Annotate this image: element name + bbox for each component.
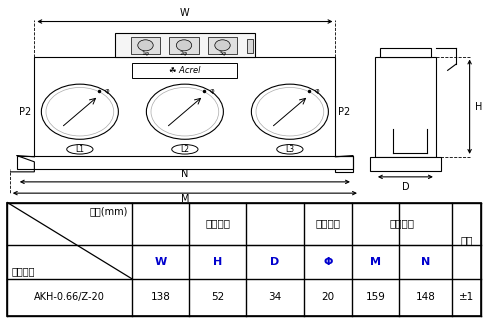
Bar (375, 57, 436, 157)
Circle shape (176, 40, 192, 51)
Circle shape (46, 87, 114, 136)
Circle shape (41, 84, 118, 139)
Circle shape (256, 87, 324, 136)
Ellipse shape (67, 145, 93, 154)
Text: 穿孔尺寸: 穿孔尺寸 (315, 219, 340, 228)
Circle shape (215, 40, 230, 51)
Text: N: N (181, 169, 188, 179)
Text: 外形尺寸: 外形尺寸 (205, 219, 230, 228)
Text: 34: 34 (269, 292, 282, 302)
Bar (208, 37, 238, 54)
Text: φ: φ (315, 88, 320, 94)
Bar (35, 57, 335, 157)
Circle shape (251, 84, 328, 139)
Text: W: W (180, 8, 190, 18)
Circle shape (151, 87, 219, 136)
Text: D: D (271, 257, 280, 267)
Text: 公差: 公差 (460, 236, 473, 246)
Text: P2: P2 (20, 107, 32, 117)
Text: M: M (370, 257, 381, 267)
Circle shape (138, 40, 153, 51)
Text: H: H (475, 102, 482, 112)
Text: M: M (180, 194, 189, 204)
Text: 尺寸(mm): 尺寸(mm) (89, 206, 128, 216)
Text: L3: L3 (285, 145, 294, 154)
Text: φ: φ (210, 88, 215, 94)
Text: H: H (213, 257, 222, 267)
Text: L2: L2 (180, 145, 189, 154)
Bar (247, 39, 253, 53)
Text: 52: 52 (211, 292, 224, 302)
Text: φ: φ (105, 88, 110, 94)
Bar (380, 48, 431, 57)
Text: 3φ: 3φ (218, 51, 227, 56)
Text: 2φ: 2φ (180, 51, 188, 56)
Text: P2: P2 (338, 107, 350, 117)
Bar (370, 157, 441, 171)
Text: N: N (421, 257, 430, 267)
Text: W: W (154, 257, 167, 267)
Bar (169, 37, 199, 54)
Ellipse shape (277, 145, 303, 154)
Text: ±1: ±1 (459, 292, 474, 302)
Text: 138: 138 (150, 292, 170, 302)
Bar (115, 33, 255, 57)
Bar (131, 37, 160, 54)
Text: AKH-0.66/Z-20: AKH-0.66/Z-20 (34, 292, 105, 302)
Text: 159: 159 (366, 292, 386, 302)
Text: 148: 148 (416, 292, 436, 302)
Text: D: D (402, 182, 409, 192)
Text: L1: L1 (75, 145, 84, 154)
Text: ☘ Acrel: ☘ Acrel (169, 66, 201, 75)
Text: Φ: Φ (323, 257, 332, 267)
Text: 1φ: 1φ (141, 51, 149, 56)
Circle shape (146, 84, 223, 139)
Text: 安装尺寸: 安装尺寸 (389, 219, 414, 228)
Text: 20: 20 (321, 292, 334, 302)
Text: 规格型式: 规格型式 (11, 266, 35, 276)
Ellipse shape (172, 145, 198, 154)
Bar (17, 156, 353, 169)
Bar (132, 63, 238, 78)
